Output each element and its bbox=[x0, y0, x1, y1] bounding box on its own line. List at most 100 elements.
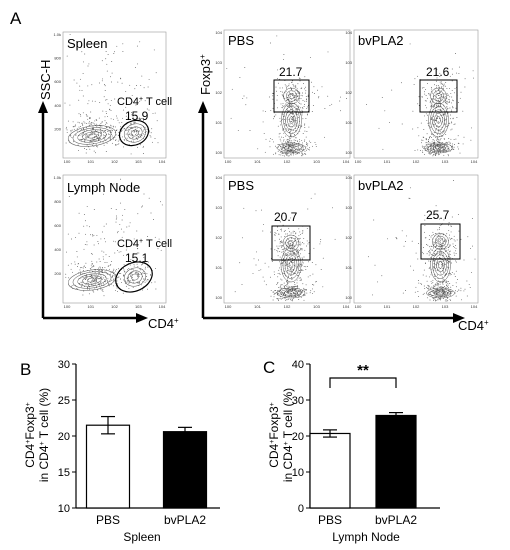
event-dot bbox=[80, 139, 82, 141]
event-dot bbox=[295, 84, 297, 86]
event-dot bbox=[91, 134, 93, 136]
event-dot bbox=[419, 150, 421, 152]
event-dot bbox=[110, 110, 112, 112]
event-dot bbox=[432, 106, 434, 108]
event-dot bbox=[294, 293, 296, 295]
x-tick-label: 103 bbox=[135, 304, 142, 309]
event-dot bbox=[273, 271, 275, 273]
event-dot bbox=[433, 285, 435, 287]
event-dot bbox=[428, 93, 429, 95]
event-dot bbox=[138, 281, 140, 283]
event-dot bbox=[297, 294, 299, 296]
event-dot bbox=[280, 140, 282, 142]
event-dot bbox=[113, 138, 115, 140]
event-dot bbox=[270, 109, 272, 111]
event-dot bbox=[444, 246, 446, 248]
y-tick-label: 15 bbox=[58, 467, 70, 479]
event-dot bbox=[295, 128, 297, 130]
event-dot bbox=[136, 252, 138, 254]
event-dot bbox=[448, 292, 450, 294]
event-dot bbox=[447, 153, 449, 155]
event-dot bbox=[79, 138, 81, 140]
event-dot bbox=[433, 290, 435, 292]
event-dot bbox=[100, 282, 102, 283]
event-dot bbox=[280, 284, 282, 286]
event-dot bbox=[286, 141, 288, 143]
density-contour bbox=[432, 251, 449, 279]
event-dot bbox=[115, 140, 116, 142]
density-contour bbox=[288, 261, 294, 269]
event-dot bbox=[426, 119, 428, 121]
event-dot bbox=[458, 289, 460, 291]
event-dot bbox=[132, 286, 134, 288]
event-dot bbox=[124, 282, 126, 284]
event-dot bbox=[430, 69, 432, 71]
y-arrow-head-icon bbox=[38, 101, 48, 113]
event-dot bbox=[305, 154, 307, 156]
event-dot bbox=[453, 139, 455, 140]
event-dot bbox=[277, 298, 279, 300]
event-dot bbox=[92, 280, 94, 282]
event-dot bbox=[282, 95, 284, 97]
event-dot bbox=[105, 241, 107, 243]
event-dot bbox=[405, 290, 406, 291]
event-dot bbox=[437, 121, 439, 123]
event-dot bbox=[294, 273, 296, 274]
event-dot bbox=[284, 243, 286, 245]
density-contour bbox=[430, 106, 447, 134]
event-dot bbox=[462, 143, 464, 145]
event-dot bbox=[447, 297, 449, 299]
event-dot bbox=[331, 103, 333, 105]
event-dot bbox=[143, 129, 145, 131]
event-dot bbox=[303, 288, 305, 290]
event-dot bbox=[312, 105, 314, 107]
density-contour bbox=[123, 123, 147, 143]
event-dot bbox=[272, 291, 274, 293]
event-dot bbox=[429, 94, 431, 96]
event-dot bbox=[447, 266, 449, 268]
event-dot bbox=[453, 246, 454, 248]
event-dot bbox=[290, 118, 292, 120]
event-dot bbox=[280, 298, 282, 300]
event-dot bbox=[289, 95, 291, 97]
event-dot bbox=[439, 72, 441, 74]
event-dot bbox=[464, 86, 466, 88]
event-dot bbox=[293, 253, 295, 255]
event-dot bbox=[92, 132, 94, 134]
event-dot bbox=[449, 142, 451, 144]
event-dot bbox=[449, 122, 451, 124]
event-dot bbox=[446, 101, 448, 103]
event-dot bbox=[290, 127, 292, 129]
event-dot bbox=[292, 292, 294, 294]
event-dot bbox=[406, 235, 408, 237]
event-dot bbox=[280, 228, 282, 230]
event-dot bbox=[299, 113, 301, 115]
event-dot bbox=[430, 118, 432, 120]
event-dot bbox=[429, 249, 431, 251]
event-dot bbox=[121, 281, 123, 283]
event-dot bbox=[88, 63, 90, 65]
event-dot bbox=[287, 279, 288, 281]
flow-plot-pbs-bottom-frame bbox=[223, 174, 351, 304]
event-dot bbox=[120, 126, 122, 128]
event-dot bbox=[87, 65, 89, 67]
event-dot bbox=[444, 98, 446, 100]
event-dot bbox=[446, 241, 447, 243]
event-dot bbox=[269, 146, 271, 148]
density-contour bbox=[285, 237, 297, 249]
event-dot bbox=[299, 292, 301, 294]
density-contour bbox=[432, 90, 445, 102]
event-dot bbox=[153, 49, 155, 51]
event-dot bbox=[140, 118, 142, 119]
event-dot bbox=[439, 253, 441, 255]
event-dot bbox=[373, 219, 375, 221]
event-dot bbox=[118, 122, 120, 124]
event-dot bbox=[295, 120, 297, 122]
event-dot bbox=[75, 288, 77, 290]
event-dot bbox=[97, 135, 99, 137]
x-tick-label: 104 bbox=[159, 159, 166, 164]
event-dot bbox=[145, 279, 147, 281]
event-dot bbox=[123, 270, 125, 272]
event-dot bbox=[422, 294, 424, 296]
event-dot bbox=[86, 241, 88, 243]
